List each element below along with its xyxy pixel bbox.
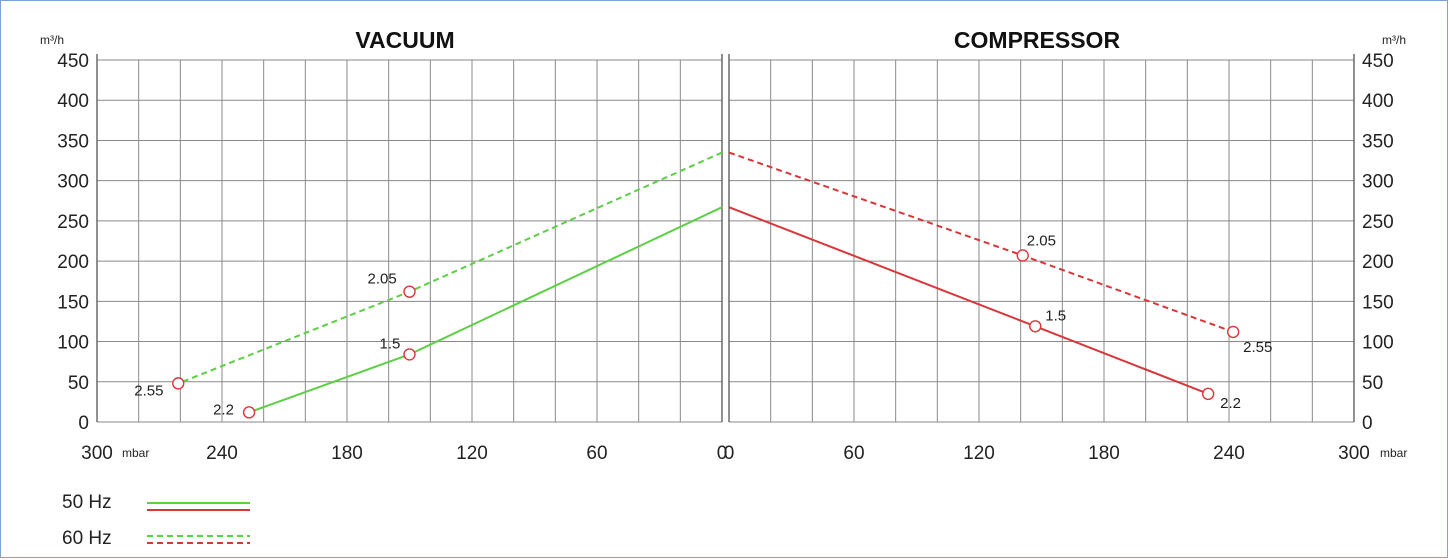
- compressor-y-tick-label: 100: [1362, 333, 1394, 354]
- vacuum-data-point-marker: [403, 348, 416, 361]
- vacuum-data-point-label: 2.05: [368, 271, 397, 288]
- text-layer: VACUUM COMPRESSOR m³/h m³/h mbar mbar 0 5…: [40, 27, 1407, 464]
- vacuum-data-point-label: 2.55: [134, 382, 163, 399]
- compressor-x-tick-label: 300: [1338, 443, 1370, 464]
- series-layer: [172, 151, 1240, 419]
- vacuum-x-tick-label: 120: [456, 443, 488, 464]
- vacuum-y-tick-label: 50: [68, 373, 89, 394]
- vacuum-data-point-label: 1.5: [380, 335, 401, 352]
- compressor-data-point-label: 2.2: [1220, 395, 1241, 412]
- vacuum-y-tick-label: 300: [57, 172, 89, 193]
- left-y-unit-label: m³/h: [40, 33, 64, 47]
- grid-layer: [96, 59, 1355, 423]
- compressor-y-tick-label: 400: [1362, 91, 1394, 112]
- vacuum-series-line-60hz-dashed: [177, 151, 723, 385]
- vacuum-data-point-marker: [242, 406, 256, 419]
- vacuum-x-tick-label: 240: [206, 443, 238, 464]
- vacuum-y-tick-label: 350: [57, 131, 89, 152]
- compressor-data-point-label: 2.05: [1027, 232, 1056, 249]
- compressor-y-tick-label: 450: [1362, 51, 1394, 72]
- compressor-y-tick-label: 0: [1362, 413, 1373, 434]
- compressor-y-tick-label: 50: [1362, 373, 1383, 394]
- compressor-x-tick-label: 120: [963, 443, 995, 464]
- vacuum-title: VACUUM: [355, 27, 454, 53]
- compressor-series-line-50hz-solid: [728, 206, 1209, 395]
- vacuum-data-point-marker: [172, 377, 185, 390]
- compressor-data-point-marker: [1226, 325, 1240, 339]
- compressor-data-point-marker: [1029, 320, 1042, 333]
- vacuum-x-tick-label: 180: [331, 443, 363, 464]
- right-x-unit-label: mbar: [1380, 446, 1407, 460]
- compressor-y-tick-label: 300: [1362, 172, 1394, 193]
- vacuum-y-tick-label: 100: [57, 333, 89, 354]
- compressor-y-tick-label: 350: [1362, 131, 1394, 152]
- vacuum-y-tick-label: 400: [57, 91, 89, 112]
- vacuum-data-point-marker: [403, 285, 416, 298]
- compressor-x-tick-label: 0: [724, 443, 735, 464]
- compressor-y-tick-label: 200: [1362, 252, 1394, 273]
- compressor-data-point-marker: [1201, 387, 1215, 401]
- vacuum-data-point-label: 2.2: [213, 401, 234, 418]
- vacuum-y-tick-label: 450: [57, 51, 89, 72]
- compressor-x-tick-label: 240: [1213, 443, 1245, 464]
- vacuum-y-tick-label: 0: [78, 413, 89, 434]
- compressor-y-tick-label: 150: [1362, 292, 1394, 313]
- legend-label-60hz: 60 Hz: [62, 528, 112, 549]
- vacuum-y-tick-label: 150: [57, 292, 89, 313]
- compressor-data-point-label: 1.5: [1045, 307, 1066, 324]
- vacuum-y-tick-label: 250: [57, 212, 89, 233]
- vacuum-x-tick-label: 300: [81, 443, 113, 464]
- vacuum-y-tick-label: 200: [57, 252, 89, 273]
- axis-layer: [96, 54, 1355, 422]
- legend: 50 Hz 60 Hz: [62, 492, 250, 549]
- vacuum-x-tick-label: 0: [717, 443, 728, 464]
- right-y-unit-label: m³/h: [1382, 33, 1406, 47]
- compressor-y-tick-label: 250: [1362, 212, 1394, 233]
- compressor-data-point-label: 2.55: [1243, 339, 1272, 356]
- compressor-title: COMPRESSOR: [954, 27, 1121, 53]
- legend-label-50hz: 50 Hz: [62, 492, 112, 513]
- left-x-unit-label: mbar: [122, 446, 149, 460]
- compressor-x-tick-label: 60: [843, 443, 864, 464]
- compressor-data-point-marker: [1016, 249, 1029, 262]
- compressor-x-tick-label: 180: [1088, 443, 1120, 464]
- vacuum-x-tick-label: 60: [586, 443, 607, 464]
